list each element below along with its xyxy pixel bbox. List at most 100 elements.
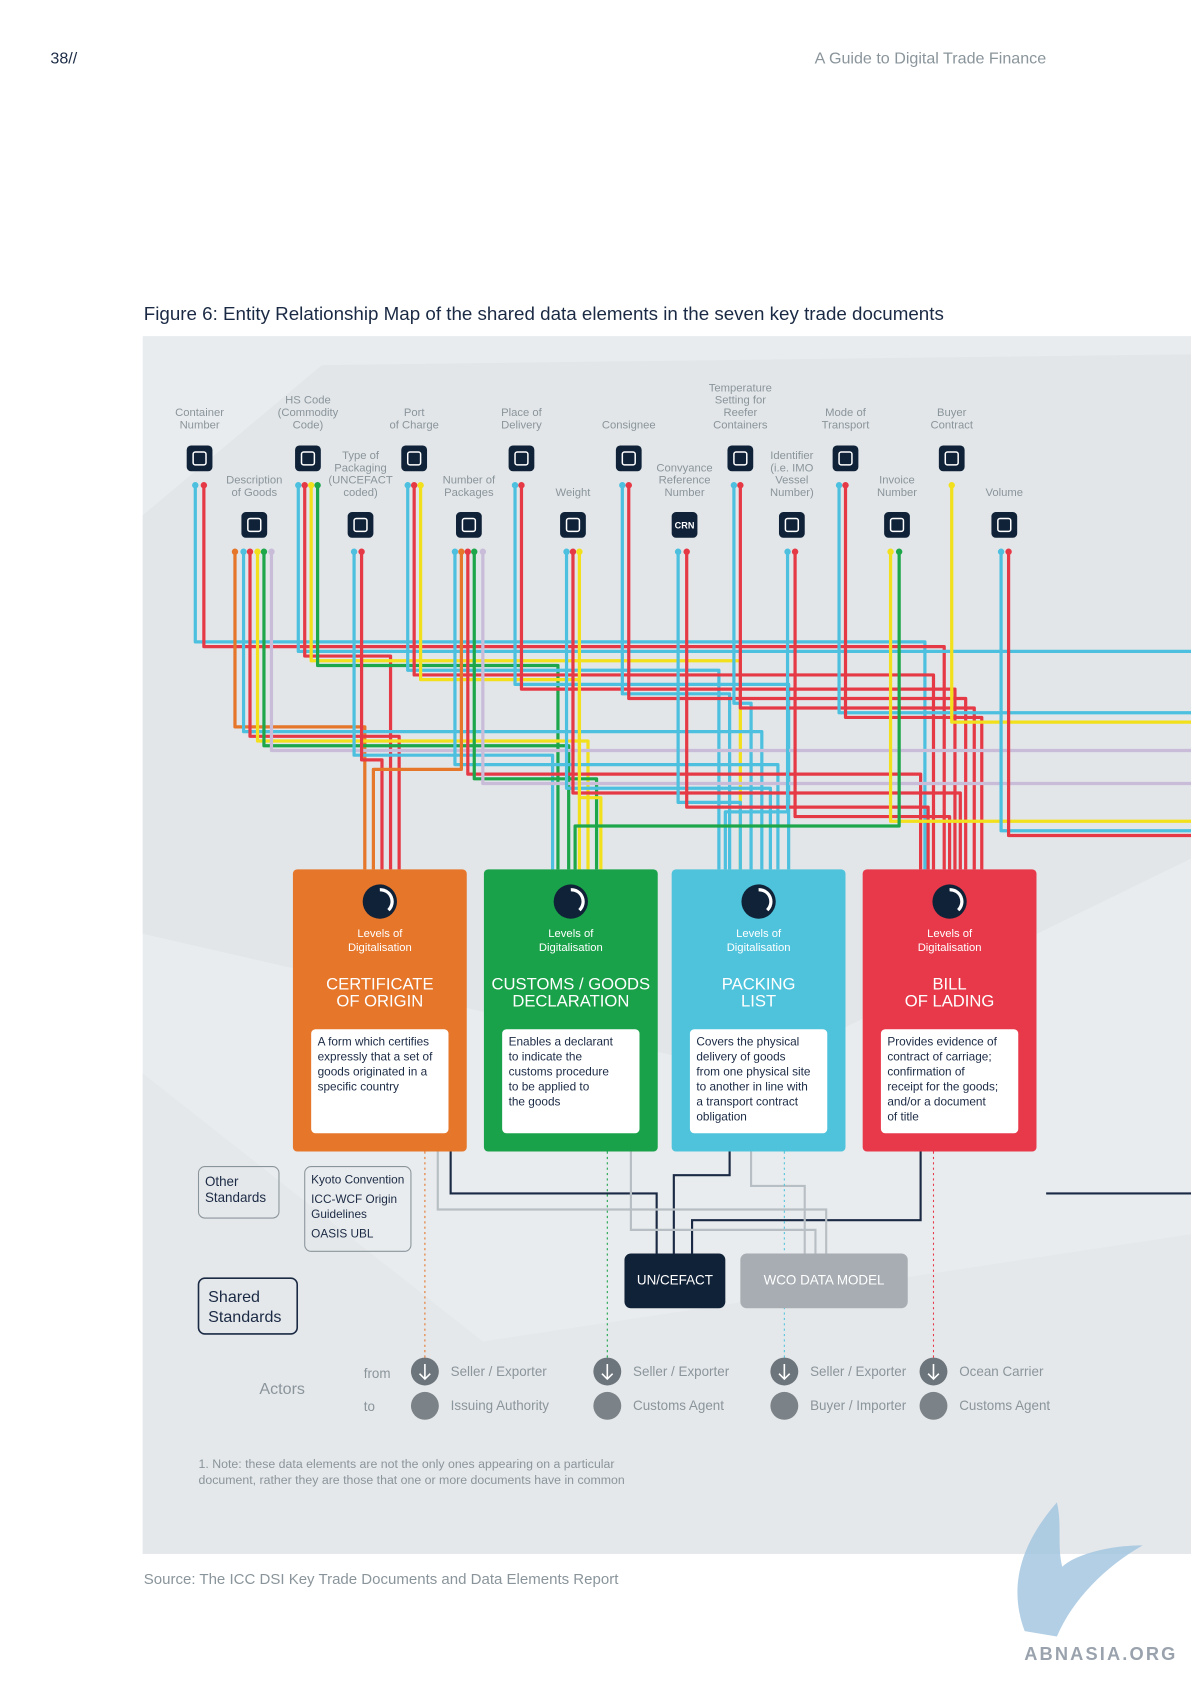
document-title: LIST [741,992,776,1011]
element-icon [560,512,586,538]
connector [793,551,952,870]
arrow [927,1364,940,1381]
connector [837,485,1191,715]
connector-dot [295,482,302,489]
connector-dot [417,482,424,489]
element-icon [401,445,428,472]
element-label: Packaging [334,462,387,474]
element-icon [938,445,965,472]
element-label: Volume [986,487,1024,499]
document-description: a transport contract [696,1094,798,1108]
to-actor-icon [410,1391,439,1420]
digitalisation-arc [570,888,585,912]
connector-dot [563,548,570,555]
connector-dot [518,482,525,489]
element-icon [456,512,482,538]
other-standards-box [197,1166,280,1219]
document-title: OF LADING [905,992,995,1011]
element-label: Container [175,407,224,419]
shared-standards-box [197,1277,299,1335]
connector-dot [451,548,459,555]
source: Source: The ICC DSI Key Trade Documents … [144,1571,619,1588]
element-label: Invoice [879,475,915,487]
icon-text: CRN [675,521,695,531]
connector [577,551,603,870]
element-label: Type of [342,450,380,462]
panel-shade [142,1073,1191,1554]
element-label: Consignee [602,419,656,431]
element-label: Weight [556,487,592,499]
icon-glyph [514,451,529,466]
element-label: Mode of [825,407,867,419]
digitalisation-arc [379,888,394,912]
connector-dot [791,548,799,555]
connector [248,551,401,870]
connector [564,551,773,870]
connector [262,551,571,870]
icon-glyph [300,451,316,466]
standard-item: OASIS UBL [311,1226,374,1240]
actor-from: Seller / Exporter [810,1364,907,1379]
levels-label: Levels of [927,928,973,940]
element-icon [991,512,1018,538]
connector [315,485,560,870]
watermark: ABNASIA.ORG [1024,1643,1177,1664]
connector-dot [458,548,465,555]
document-description: of title [887,1109,919,1123]
document-description: specific country [318,1079,399,1093]
connector-dot [887,548,894,555]
connector-dot [479,548,487,555]
connector [999,551,1191,833]
element-icon [832,445,859,472]
element-label: Temperature [709,382,772,394]
connector-dot [835,482,843,489]
connector [371,551,463,870]
element-icon [508,445,535,472]
element-label: Description [226,475,282,487]
connector [296,485,1191,653]
connector-dot [307,482,315,489]
element-label: Identifier [770,450,813,462]
element-label: (i.e. IMO [770,462,813,474]
element-label: Reefer [723,407,757,419]
connector-dot [192,482,199,489]
element-label: Buyer [937,407,967,419]
connector [269,551,1191,753]
document-description: Provides evidence of [887,1034,997,1048]
standard-connector [690,1151,922,1254]
document-title: CERTIFICATE [326,975,433,994]
element-label: Convyance [656,462,712,474]
connector-dot [254,548,261,555]
connector-dot [358,548,365,555]
figure-title: Figure 6: Entity Relationship Map of the… [144,303,944,324]
element-label: Containers [713,419,768,431]
other-standards-label: Other [205,1174,239,1189]
element-icon [671,512,698,538]
actor-to: Customs Agent [633,1398,724,1413]
page-number: 38// [50,50,77,68]
connector-dot [784,548,791,555]
icon-glyph [997,517,1012,533]
icon-glyph [621,451,636,466]
digitalisation-arc [758,888,773,912]
document-description: from one physical site [696,1064,811,1078]
document-description: obligation [696,1109,747,1123]
to-actor-icon [770,1391,799,1420]
connector [193,485,927,870]
connector [950,485,1191,724]
uncefact-box [624,1253,726,1309]
element-label: Packages [444,487,494,499]
element-label: HS Code [285,395,331,407]
to-actor-icon [593,1391,622,1420]
document-description: contract of carriage; [887,1049,991,1063]
connector [843,485,984,870]
shared-standards-label: Standards [208,1308,281,1326]
element-label: Reference [659,475,711,487]
levels-label: Digitalisation [727,942,791,954]
connector-dot [268,548,275,555]
document-title: BILL [932,975,966,994]
connector-dot [1005,548,1012,555]
connector-dot [301,482,308,489]
levels-label: Levels of [548,928,594,940]
